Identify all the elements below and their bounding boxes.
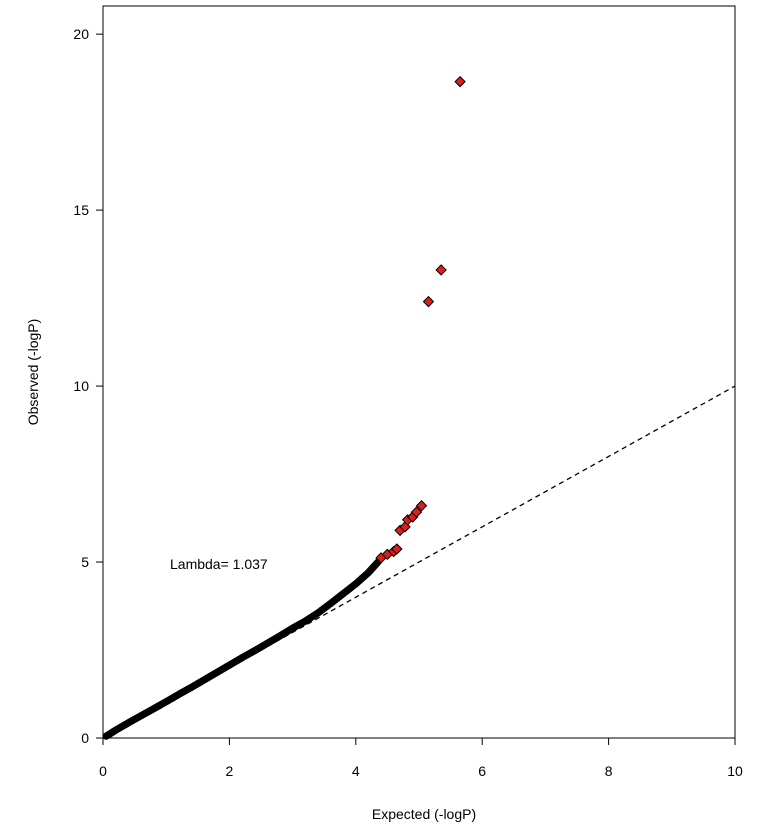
plot-frame bbox=[102, 5, 736, 739]
y-axis-title: Observed (-logP) bbox=[25, 319, 41, 426]
x-tick-label: 2 bbox=[226, 763, 234, 779]
highlight-point bbox=[391, 543, 403, 555]
highlight-point bbox=[435, 264, 447, 276]
y-tick-label: 5 bbox=[81, 554, 89, 570]
y-tick-label: 15 bbox=[73, 202, 89, 218]
x-tick-label: 4 bbox=[352, 763, 360, 779]
highlight-point bbox=[410, 506, 423, 518]
y-tick-label: 10 bbox=[73, 378, 89, 394]
x-tick-label: 6 bbox=[478, 763, 486, 779]
x-tick-label: 10 bbox=[727, 763, 743, 779]
y-tick-label: 20 bbox=[73, 26, 89, 42]
x-axis-title: Expected (-logP) bbox=[372, 806, 476, 822]
highlight-point bbox=[454, 75, 466, 88]
x-tick-label: 0 bbox=[99, 763, 107, 779]
highlight-point bbox=[422, 295, 435, 308]
x-axis: 0 2 4 6 8 10 bbox=[99, 738, 743, 779]
x-tick-label: 8 bbox=[605, 763, 613, 779]
data-points-layer bbox=[102, 75, 466, 740]
highlight-point bbox=[415, 500, 428, 512]
y-axis: 0 5 10 15 20 bbox=[73, 26, 103, 746]
y-tick-label: 0 bbox=[81, 730, 89, 746]
lambda-annotation: Lambda= 1.037 bbox=[170, 556, 268, 572]
